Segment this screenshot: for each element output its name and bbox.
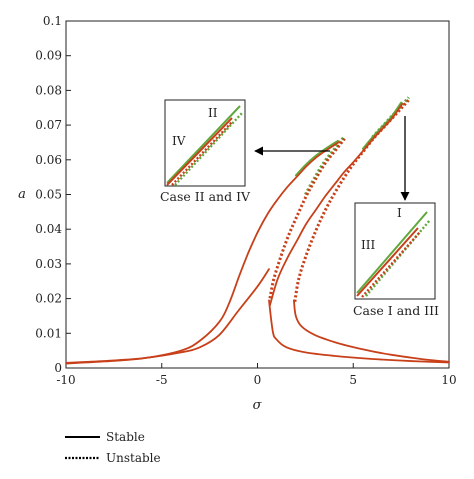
y-tick-label: 0.02 [35,292,62,306]
inset-green-line [356,211,428,294]
curve-right-stable-upper [269,103,403,307]
y-ticks: 0 0.01 0.02 0.03 0.04 0.05 0.06 0.07 0.08 0.09 0.1 [35,14,71,375]
y-tick-label: 0.07 [35,118,62,132]
y-tick-label: 0.03 [35,257,62,271]
curve-right-unstable [293,97,411,302]
curve-right-stable-lower [268,299,450,364]
inset-case-II-IV: II IV Case II and IV [160,99,251,204]
y-tick-label: 0.01 [35,326,62,340]
x-tick-label: -10 [56,373,75,387]
curve-left-stable-upper-green [294,139,339,177]
legend-unstable-label: Unstable [106,451,161,465]
y-tick-label: 0.08 [35,83,62,97]
x-tick-label: -5 [156,373,168,387]
inset-red-dotted-line [171,121,233,186]
inset-red-line [166,117,233,186]
inset-label-II: II [208,106,218,120]
x-tick-label: 0 [254,373,262,387]
inset-red-dotted-line [361,231,421,298]
legend: Stable Unstable [65,430,161,465]
inset-green-line [166,105,241,184]
inset-green-dotted-line [174,111,244,186]
inset-label-IV: IV [172,134,186,148]
y-tick-label: 0.06 [35,153,62,167]
x-tick-label: 5 [349,373,357,387]
inset-label-III: III [361,238,375,252]
legend-stable-label: Stable [106,430,145,444]
y-tick-label: 0.05 [35,188,62,202]
curve-right-stable-lower-2 [292,299,450,363]
inset-label-I: I [397,206,402,220]
y-tick-label: 0.1 [43,14,62,28]
curve-right-unstable-green [371,96,410,139]
y-axis-label: a [18,187,26,202]
curve-left-stable-upper [66,141,340,365]
curve-left-stable-lower [65,268,270,364]
inset-case-I-III: I III Case I and III [353,202,439,318]
x-axis-label: σ [253,398,263,413]
y-tick-label: 0.09 [35,49,62,63]
x-tick-label: 10 [441,373,456,387]
inset-red-line [356,227,419,297]
y-tick-label: 0.04 [35,222,62,236]
inset-caption-I-III: Case I and III [353,303,439,318]
curves-layer [65,96,450,365]
curve-left-unstable [268,137,346,299]
x-ticks: -10 -5 0 5 10 [56,363,457,387]
inset-caption-II-IV: Case II and IV [160,189,251,204]
y-tick-label: 0 [54,361,62,375]
